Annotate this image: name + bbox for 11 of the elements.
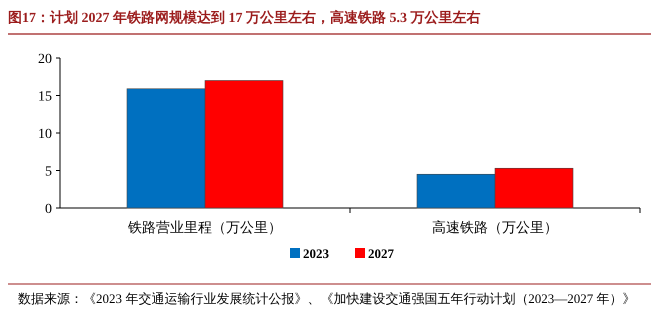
chart-title: 图17：计划 2027 年铁路网规模达到 17 万公里左右，高速铁路 5.3 万公里左右 bbox=[8, 9, 480, 26]
y-tick-label: 5 bbox=[45, 164, 52, 180]
x-tick-label: 高速铁路（万公里） bbox=[432, 220, 558, 236]
x-tick-label: 铁路营业里程（万公里） bbox=[127, 220, 282, 236]
y-tick-label: 10 bbox=[38, 127, 52, 142]
legend-label: 2027 bbox=[368, 246, 394, 261]
y-tick-label: 15 bbox=[38, 90, 52, 104]
y-tick-label: 20 bbox=[38, 52, 52, 67]
source-note: 数据来源：《2023 年交通运输行业发展统计公报》、《加快建设交通强国五年行动计划（2023—2027 年）》 bbox=[18, 291, 636, 306]
y-tick-label: 0 bbox=[45, 202, 52, 217]
legend-label: 2023 bbox=[303, 246, 330, 261]
